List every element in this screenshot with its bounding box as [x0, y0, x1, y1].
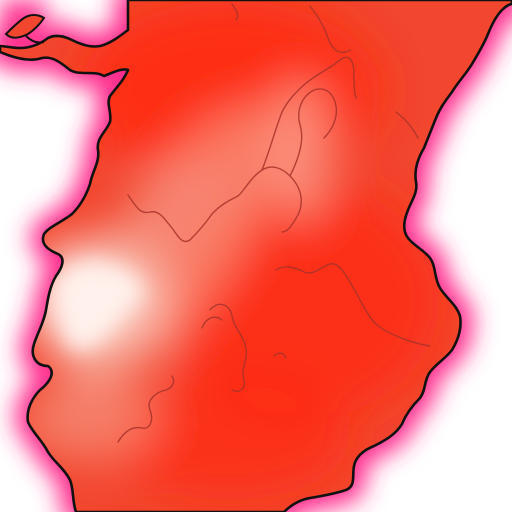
boundary-east-arc — [395, 111, 419, 139]
boundary-top-creek — [231, 3, 239, 21]
boundary-center-short — [201, 316, 223, 329]
boundary-northeast-arc — [261, 56, 357, 171]
northwest-islet-inlet — [25, 35, 45, 44]
pale-region-west — [55, 261, 144, 351]
boundary-northeast-loop — [289, 88, 338, 177]
internal-boundaries — [117, 3, 431, 443]
boundary-center-river — [275, 263, 431, 347]
hot-zone-south — [110, 380, 350, 500]
boundary-center-loop — [209, 303, 248, 392]
northwest-islet-fill — [4, 14, 46, 39]
pale-zone-southwest — [20, 380, 160, 460]
boundary-center-dot-east — [273, 352, 287, 359]
northwest-islet — [4, 14, 46, 44]
boundary-southwest-curve — [117, 375, 175, 443]
boundary-top-bend — [309, 5, 351, 54]
boundary-north-ridge — [127, 166, 302, 243]
